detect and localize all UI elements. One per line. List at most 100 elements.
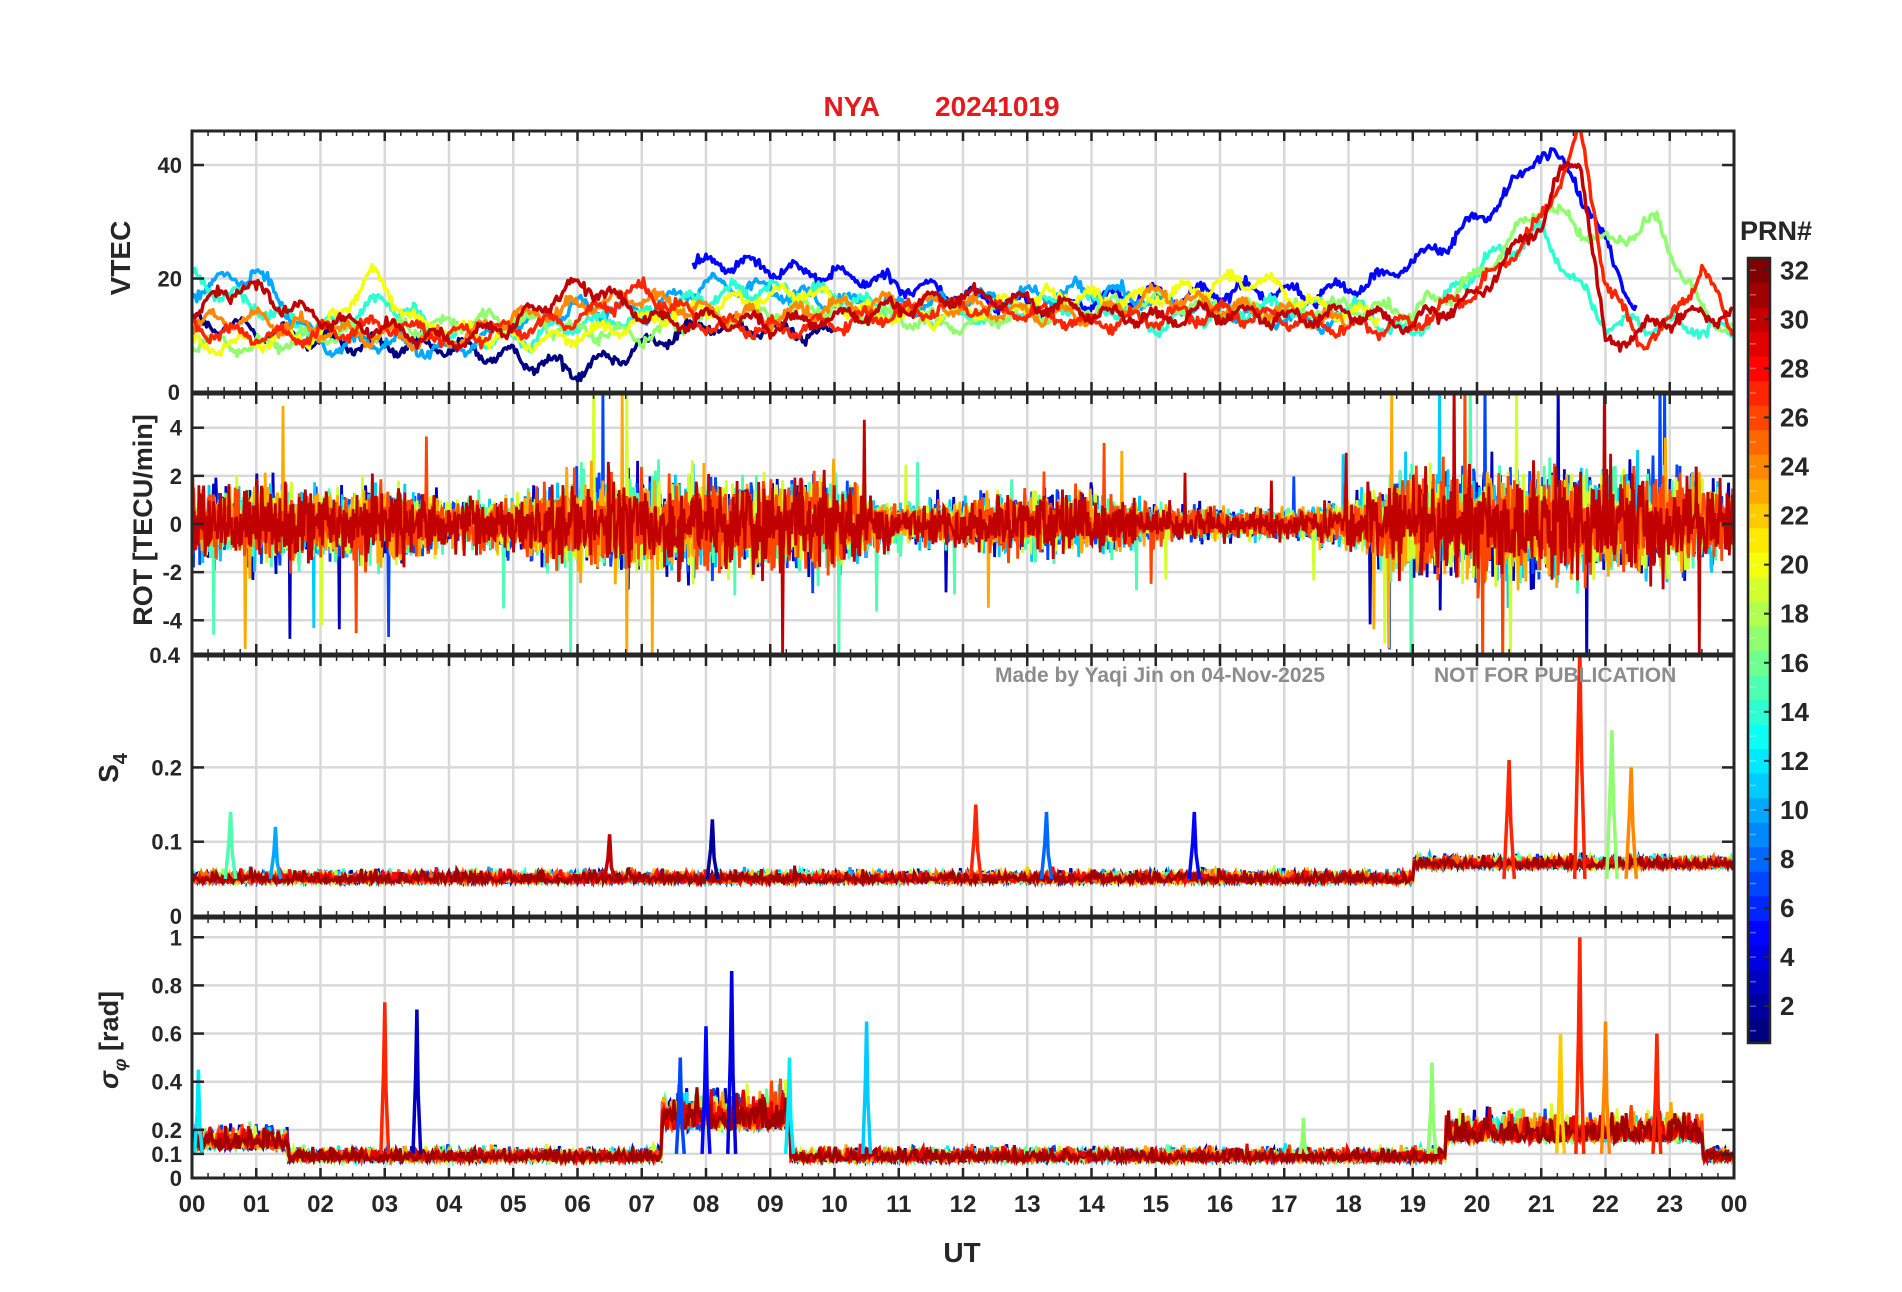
sigma-peak: [379, 1002, 391, 1154]
colorbar-segment: [1748, 307, 1770, 333]
colorbar-tick-label: 26: [1780, 402, 1809, 432]
s4-series-prn-31: [192, 852, 1734, 889]
colorbar-segment: [1748, 748, 1770, 774]
rot-ytick-label: -4: [162, 608, 182, 633]
x-tick-label: 23: [1656, 1191, 1683, 1218]
watermark-made-by: Made by Yaqi Jin on 04-Nov-2025: [995, 664, 1325, 687]
colorbar-tick-label: 32: [1780, 255, 1809, 285]
sigma-peak: [411, 1009, 423, 1154]
colorbar-segment: [1748, 846, 1770, 872]
vtec-ytick-label: 20: [158, 267, 182, 292]
colorbar-tick-label: 8: [1780, 844, 1794, 874]
colorbar-frame: [1746, 256, 1772, 1045]
x-tick-label: 16: [1207, 1191, 1234, 1218]
s4-peak: [223, 811, 238, 880]
sig-frame: [190, 916, 1736, 1180]
colorbar-segment: [1748, 552, 1770, 578]
s4-panel: 00.10.2 S4: [93, 654, 1736, 929]
sigma-peak: [1554, 1033, 1567, 1154]
colorbar-segment: [1748, 724, 1770, 750]
s4-peak: [705, 819, 720, 880]
colorbar-segment: [1748, 895, 1770, 921]
colorbar-tick-label: 14: [1780, 697, 1809, 727]
x-tick-label: 18: [1335, 1191, 1362, 1218]
colorbar-tick-label: 2: [1780, 991, 1794, 1021]
colorbar-segment: [1748, 454, 1770, 480]
sig-ytick-label: 0.1: [151, 1142, 182, 1167]
vtec-frame: [190, 129, 1736, 394]
x-tick-label: 02: [307, 1191, 334, 1218]
x-axis-label: UT: [943, 1237, 980, 1268]
x-tick-label: 15: [1142, 1191, 1169, 1218]
rot-edge-bottom-label: 0.4: [149, 643, 180, 668]
s4-peak: [1624, 767, 1639, 880]
rot-ytick-label: 0: [170, 512, 182, 537]
x-tick-label: 04: [436, 1191, 463, 1218]
sig-ytick-label: 0.6: [151, 1022, 182, 1047]
rot-ytick-label: 4: [170, 416, 183, 441]
s4-ytick-label: 0.1: [151, 830, 182, 855]
watermark-notice: NOT FOR PUBLICATION: [1434, 664, 1676, 687]
x-axis-ticks: 00 01 02 03 04 05 06 07 08 09 10 11 12 13 14 15 16 17 18 19…: [179, 1191, 1748, 1218]
rot-series-prn-30: [192, 394, 1734, 654]
chart-title-date: 20241019: [935, 91, 1060, 122]
sigma-peak: [1297, 1117, 1310, 1155]
sig-ytick-label: 0.4: [151, 1070, 182, 1095]
x-tick-label: 21: [1528, 1191, 1555, 1218]
rot-ylabel: ROT [TECU/min]: [128, 414, 158, 625]
sigma-peak: [700, 1026, 712, 1154]
rot-ytick-label: -2: [162, 560, 182, 585]
x-tick-label: 17: [1271, 1191, 1298, 1218]
x-tick-label: 22: [1592, 1191, 1619, 1218]
colorbar-segment: [1748, 993, 1770, 1019]
x-tick-label: 08: [693, 1191, 720, 1218]
s4-peak: [1187, 811, 1202, 880]
vtec-ytick-label: 40: [158, 153, 182, 178]
colorbar-tick-label: 6: [1780, 893, 1794, 923]
x-tick-label: 00: [179, 1191, 206, 1218]
x-tick-label: 09: [757, 1191, 784, 1218]
x-tick-label: 11: [886, 1191, 911, 1218]
s4-peak: [968, 804, 983, 880]
colorbar-segment: [1748, 576, 1770, 602]
sigma-phi-ylabel: σφ [rad]: [94, 991, 130, 1089]
sigma-phi-panel: 00.10.2 0.4 0.6 0.8 1 σφ [rad]: [94, 916, 1736, 1191]
s4-peak: [602, 834, 617, 880]
sigma-peak: [674, 1057, 686, 1155]
svg-text:σφ [rad]: σφ [rad]: [94, 991, 130, 1089]
x-tick-label: 19: [1399, 1191, 1426, 1218]
colorbar-segment: [1748, 650, 1770, 676]
sigma-peak: [1574, 937, 1586, 1154]
colorbar-segment: [1748, 797, 1770, 823]
colorbar-segment: [1748, 356, 1770, 382]
colorbar-tick-label: 12: [1780, 746, 1809, 776]
colorbar-segment: [1748, 969, 1770, 995]
sigma-peak: [1651, 1033, 1663, 1154]
s4-frame: [190, 654, 1736, 918]
colorbar-segment: [1748, 527, 1770, 553]
colorbar-tick-label: 24: [1780, 452, 1809, 482]
x-tick-label: 05: [500, 1191, 527, 1218]
s4-ytick-label: 0.2: [151, 755, 182, 780]
x-tick-label: 00: [1721, 1191, 1748, 1218]
colorbar-tick-label: 18: [1780, 599, 1809, 629]
sigma-peak: [861, 1021, 873, 1154]
colorbar-tick-label: 4: [1780, 942, 1795, 972]
colorbar-segment: [1748, 601, 1770, 627]
x-tick-label: 12: [950, 1191, 977, 1218]
colorbar-segment: [1748, 773, 1770, 799]
colorbar-segment: [1748, 380, 1770, 406]
colorbar-tick-label: 20: [1780, 550, 1809, 580]
sigma-series-prn-31: [192, 1084, 1734, 1167]
s4-ytick-label: 0: [170, 904, 182, 929]
sigma-peak: [726, 970, 738, 1154]
colorbar-segment: [1748, 331, 1770, 357]
colorbar-segment: [1748, 429, 1770, 455]
colorbar-tick-label: 22: [1780, 501, 1809, 531]
sig-ytick-label: 0: [170, 1166, 182, 1191]
vtec-series-prn-20: [192, 262, 1381, 357]
x-tick-label: 06: [564, 1191, 591, 1218]
x-tick-label: 07: [628, 1191, 655, 1218]
